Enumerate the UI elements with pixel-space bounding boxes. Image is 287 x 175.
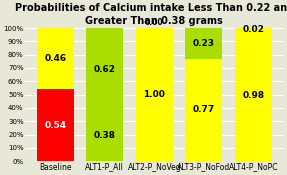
Text: 0.00: 0.00 — [145, 18, 164, 27]
Bar — [185, 59, 222, 161]
Text: 0.62: 0.62 — [94, 65, 116, 74]
Bar — [37, 28, 74, 89]
Text: 0.23: 0.23 — [193, 39, 215, 48]
Title: Probabilities of Calcium intake Less Than 0.22 and
Greater Than 0.38 grams: Probabilities of Calcium intake Less Tha… — [15, 4, 287, 26]
Bar — [235, 28, 272, 31]
Text: 0.02: 0.02 — [242, 25, 264, 34]
Bar — [86, 28, 123, 111]
Bar — [235, 31, 272, 161]
Text: 1.00: 1.00 — [143, 90, 165, 99]
Bar — [86, 111, 123, 161]
Bar — [37, 89, 74, 161]
Bar — [136, 28, 173, 161]
Text: 0.77: 0.77 — [193, 105, 215, 114]
Text: 0.46: 0.46 — [44, 54, 66, 63]
Text: 0.38: 0.38 — [94, 131, 116, 140]
Text: 0.98: 0.98 — [242, 91, 264, 100]
Bar — [185, 28, 222, 59]
Text: 0.54: 0.54 — [44, 121, 66, 130]
